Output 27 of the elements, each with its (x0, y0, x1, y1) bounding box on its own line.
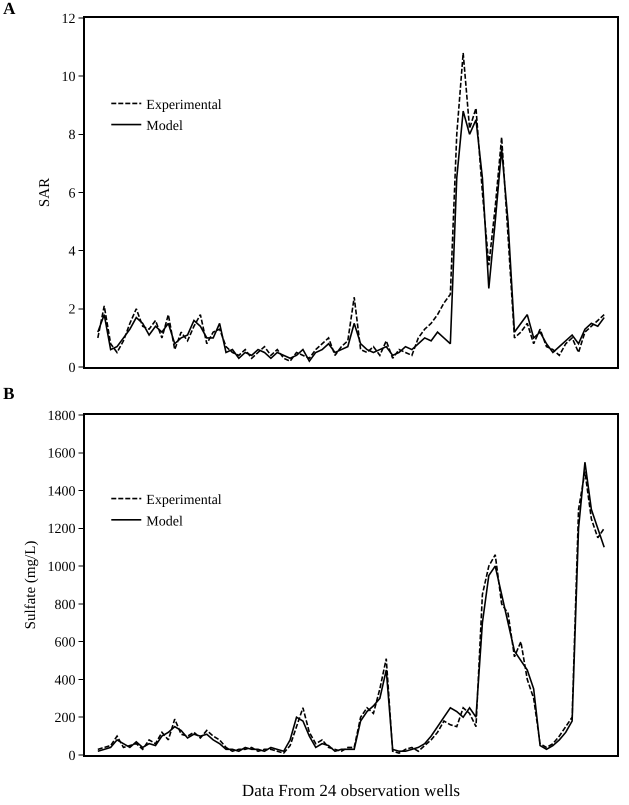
y-tick-label: 8 (68, 128, 76, 144)
y-axis-title: SAR (37, 178, 54, 208)
y-tick-label: 1800 (47, 408, 76, 424)
y-tick-label: 1000 (47, 560, 76, 576)
legend-label: Experimental (146, 493, 222, 508)
y-tick-label: 6 (68, 186, 76, 202)
y-tick-label: 0 (68, 360, 76, 376)
y-tick-label: 10 (61, 70, 76, 86)
line-series (97, 52, 605, 362)
y-tick-label: 600 (54, 636, 76, 651)
legend-label: Model (146, 514, 183, 530)
y-tick-label: 400 (54, 673, 76, 688)
y-tick-label: 12 (61, 12, 76, 27)
y-tick-label: 2 (68, 302, 76, 318)
y-axis-title: Sulfate (mg/L) (23, 540, 40, 630)
y-tick-label: 0 (68, 748, 76, 764)
y-tick-label: 800 (54, 598, 76, 613)
legend-label: Model (146, 119, 183, 134)
y-tick-label: 4 (68, 244, 76, 260)
y-tick-label: 1200 (47, 522, 76, 538)
legend-label: Experimental (146, 98, 222, 113)
x-axis-title: Data From 24 observation wells (242, 781, 460, 800)
y-tick-label: 1400 (47, 484, 76, 500)
chart-title: B (3, 384, 14, 403)
y-tick-label: 1600 (47, 446, 76, 462)
y-tick-label: 200 (54, 711, 76, 726)
chart-title: A (3, 0, 16, 18)
